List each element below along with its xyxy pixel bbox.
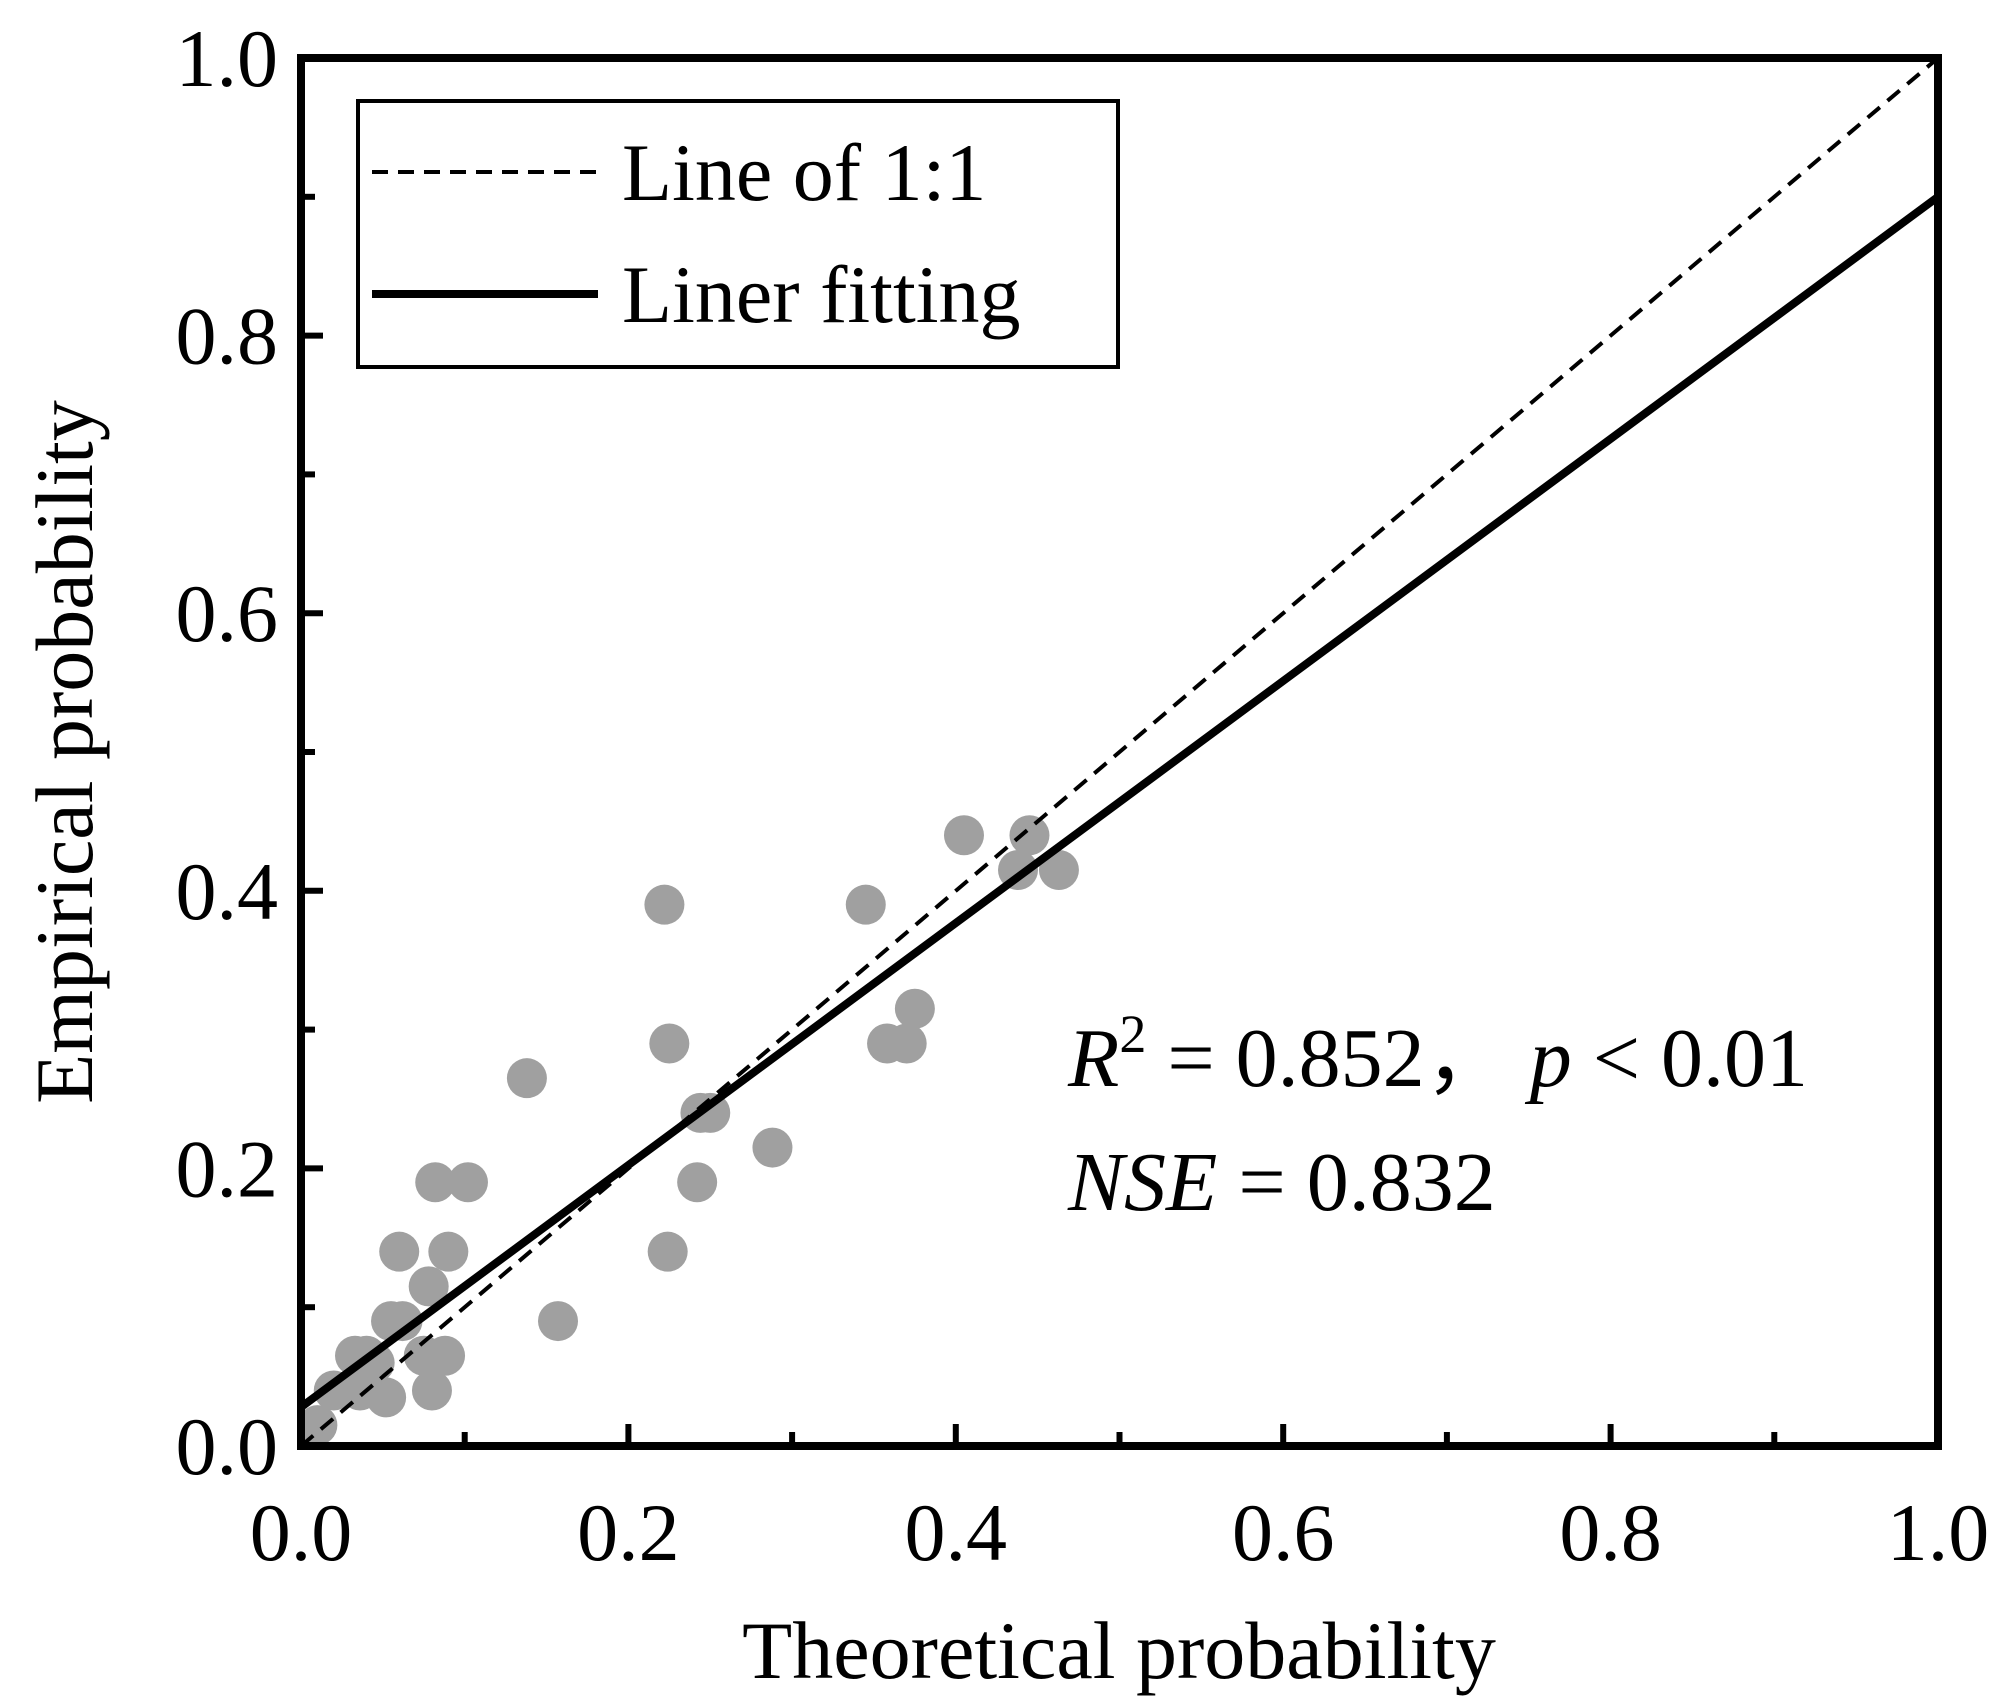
stats-annotation: R2 = 0.852， p < 0.01 NSE = 0.832 [1067, 1004, 1808, 1229]
data-point-11 [408, 1266, 449, 1307]
data-point-13 [415, 1162, 456, 1203]
r2-annotation: R2 = 0.852， p < 0.01 [1067, 1004, 1808, 1105]
data-point-16 [447, 1162, 488, 1203]
r2-symbol: R [1067, 1012, 1119, 1105]
reference-lines [298, 56, 1941, 1448]
legend-label-liner-fitting: Liner fitting [622, 249, 1021, 340]
data-point-6 [366, 1377, 407, 1418]
legend-label-line-of-1-1: Line of 1:1 [622, 127, 986, 218]
data-point-29 [894, 988, 935, 1029]
y-tick-label-4: 0.8 [176, 291, 279, 382]
scatter-points [297, 815, 1079, 1446]
y-axis-label: Empirical probability [19, 400, 110, 1104]
r2-value: = 0.852， [1146, 1012, 1529, 1105]
nse-value: = 0.832 [1217, 1136, 1495, 1229]
data-point-28 [886, 1023, 927, 1064]
x-tick-label-5: 1.0 [1887, 1487, 1990, 1578]
data-point-8 [379, 1231, 420, 1272]
plot-frame [297, 54, 1942, 1450]
nse-symbol: NSE [1067, 1136, 1217, 1229]
x-tick-label-1: 0.2 [577, 1487, 680, 1578]
legend: Line of 1:1 Liner fitting [356, 99, 1120, 369]
y-tick-label-3: 0.6 [176, 568, 279, 659]
x-axis-label: Theoretical probability [742, 1605, 1496, 1696]
data-point-21 [649, 1023, 690, 1064]
data-point-24 [690, 1092, 731, 1133]
data-point-9 [382, 1301, 423, 1342]
data-point-30 [943, 815, 984, 856]
x-tick-label-4: 0.8 [1559, 1487, 1662, 1578]
x-tick-label-0: 0.0 [250, 1487, 353, 1578]
data-point-12 [411, 1370, 452, 1411]
data-point-18 [538, 1301, 579, 1342]
data-point-19 [644, 884, 685, 925]
data-point-17 [506, 1058, 547, 1099]
y-tick-label-5: 1.0 [176, 13, 279, 104]
data-point-25 [752, 1127, 793, 1168]
y-tick-label-1: 0.2 [176, 1123, 279, 1214]
axis-tick-labels: 0.0 0.2 0.4 0.6 0.8 1.0 0.0 0.2 0.4 0.6 0.8 1.0 [176, 13, 1990, 1578]
x-tick-label-3: 0.6 [1232, 1487, 1335, 1578]
linear-fit-line [298, 193, 1941, 1411]
data-point-20 [647, 1231, 688, 1272]
legend-box [356, 99, 1120, 369]
data-point-22 [677, 1162, 718, 1203]
r2-superscript: 2 [1119, 1004, 1146, 1064]
data-point-15 [428, 1231, 469, 1272]
line-of-1-1 [299, 56, 1940, 1448]
data-point-32 [1009, 815, 1050, 856]
data-point-26 [845, 884, 886, 925]
p-symbol: p [1525, 1012, 1572, 1105]
y-tick-label-0: 0.0 [176, 1401, 279, 1492]
p-value: < 0.01 [1572, 1012, 1808, 1105]
x-tick-label-2: 0.4 [905, 1487, 1008, 1578]
data-point-0 [297, 1405, 338, 1446]
data-point-14 [425, 1335, 466, 1376]
data-point-33 [1038, 849, 1079, 890]
nse-annotation: NSE = 0.832 [1067, 1136, 1496, 1229]
y-tick-label-2: 0.4 [176, 846, 279, 937]
